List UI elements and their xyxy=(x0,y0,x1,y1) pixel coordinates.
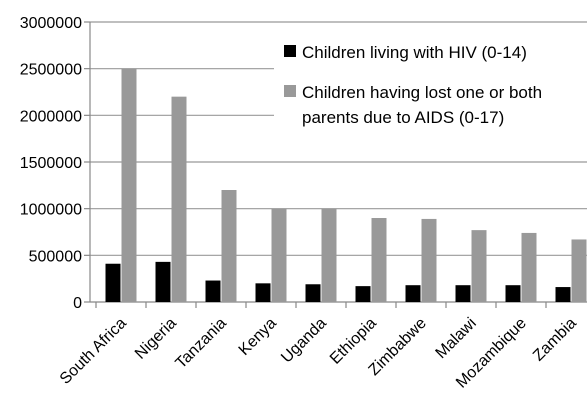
bar-orphans xyxy=(421,218,437,302)
bar-hiv xyxy=(405,285,421,302)
x-tick-label: South Africa xyxy=(57,315,130,388)
y-tick-label: 1000000 xyxy=(20,202,82,219)
bar-hiv xyxy=(305,284,321,302)
bar-hiv xyxy=(555,287,571,302)
bar-orphans xyxy=(121,68,137,303)
bar-orphans xyxy=(571,239,587,302)
legend-label-orphans: Children having lost one or both parents… xyxy=(302,83,543,127)
x-tick-label: Nigeria xyxy=(132,315,180,363)
bar-hiv xyxy=(505,285,521,302)
bar-orphans xyxy=(221,190,237,302)
bar-orphans xyxy=(271,208,287,302)
x-tick-label: Malawi xyxy=(433,315,480,362)
bar-hiv xyxy=(255,283,271,302)
bar-hiv xyxy=(105,263,121,302)
y-tick-label: 0 xyxy=(73,295,82,312)
bar-hiv xyxy=(455,285,471,302)
bar-hiv xyxy=(355,286,371,302)
legend-swatch-orphans xyxy=(284,85,296,97)
x-tick-label: Kenya xyxy=(236,315,280,359)
x-tick-label: Tanzania xyxy=(173,315,230,372)
bar-hiv xyxy=(205,280,221,302)
legend-item-orphans: Children having lost one or both parents… xyxy=(284,80,587,130)
bar-orphans xyxy=(171,96,187,303)
legend: Children living with HIV (0-14) Children… xyxy=(274,32,587,134)
y-tick-label: 1500000 xyxy=(20,155,82,172)
y-tick-label: 2000000 xyxy=(20,108,82,125)
legend-label-hiv: Children living with HIV (0-14) xyxy=(302,43,527,62)
legend-swatch-hiv xyxy=(284,45,296,57)
bar-orphans xyxy=(521,232,537,302)
y-tick-label: 3000000 xyxy=(20,15,82,32)
legend-item-hiv: Children living with HIV (0-14) xyxy=(284,40,587,65)
bar-hiv xyxy=(155,261,171,302)
bar-orphans xyxy=(371,218,387,302)
y-tick-label: 500000 xyxy=(29,248,82,265)
bar-orphans xyxy=(321,208,337,302)
x-tick-label: Uganda xyxy=(278,315,330,367)
x-tick-label: Zambia xyxy=(530,315,580,365)
y-tick-label: 2500000 xyxy=(20,62,82,79)
bar-orphans xyxy=(471,230,487,302)
